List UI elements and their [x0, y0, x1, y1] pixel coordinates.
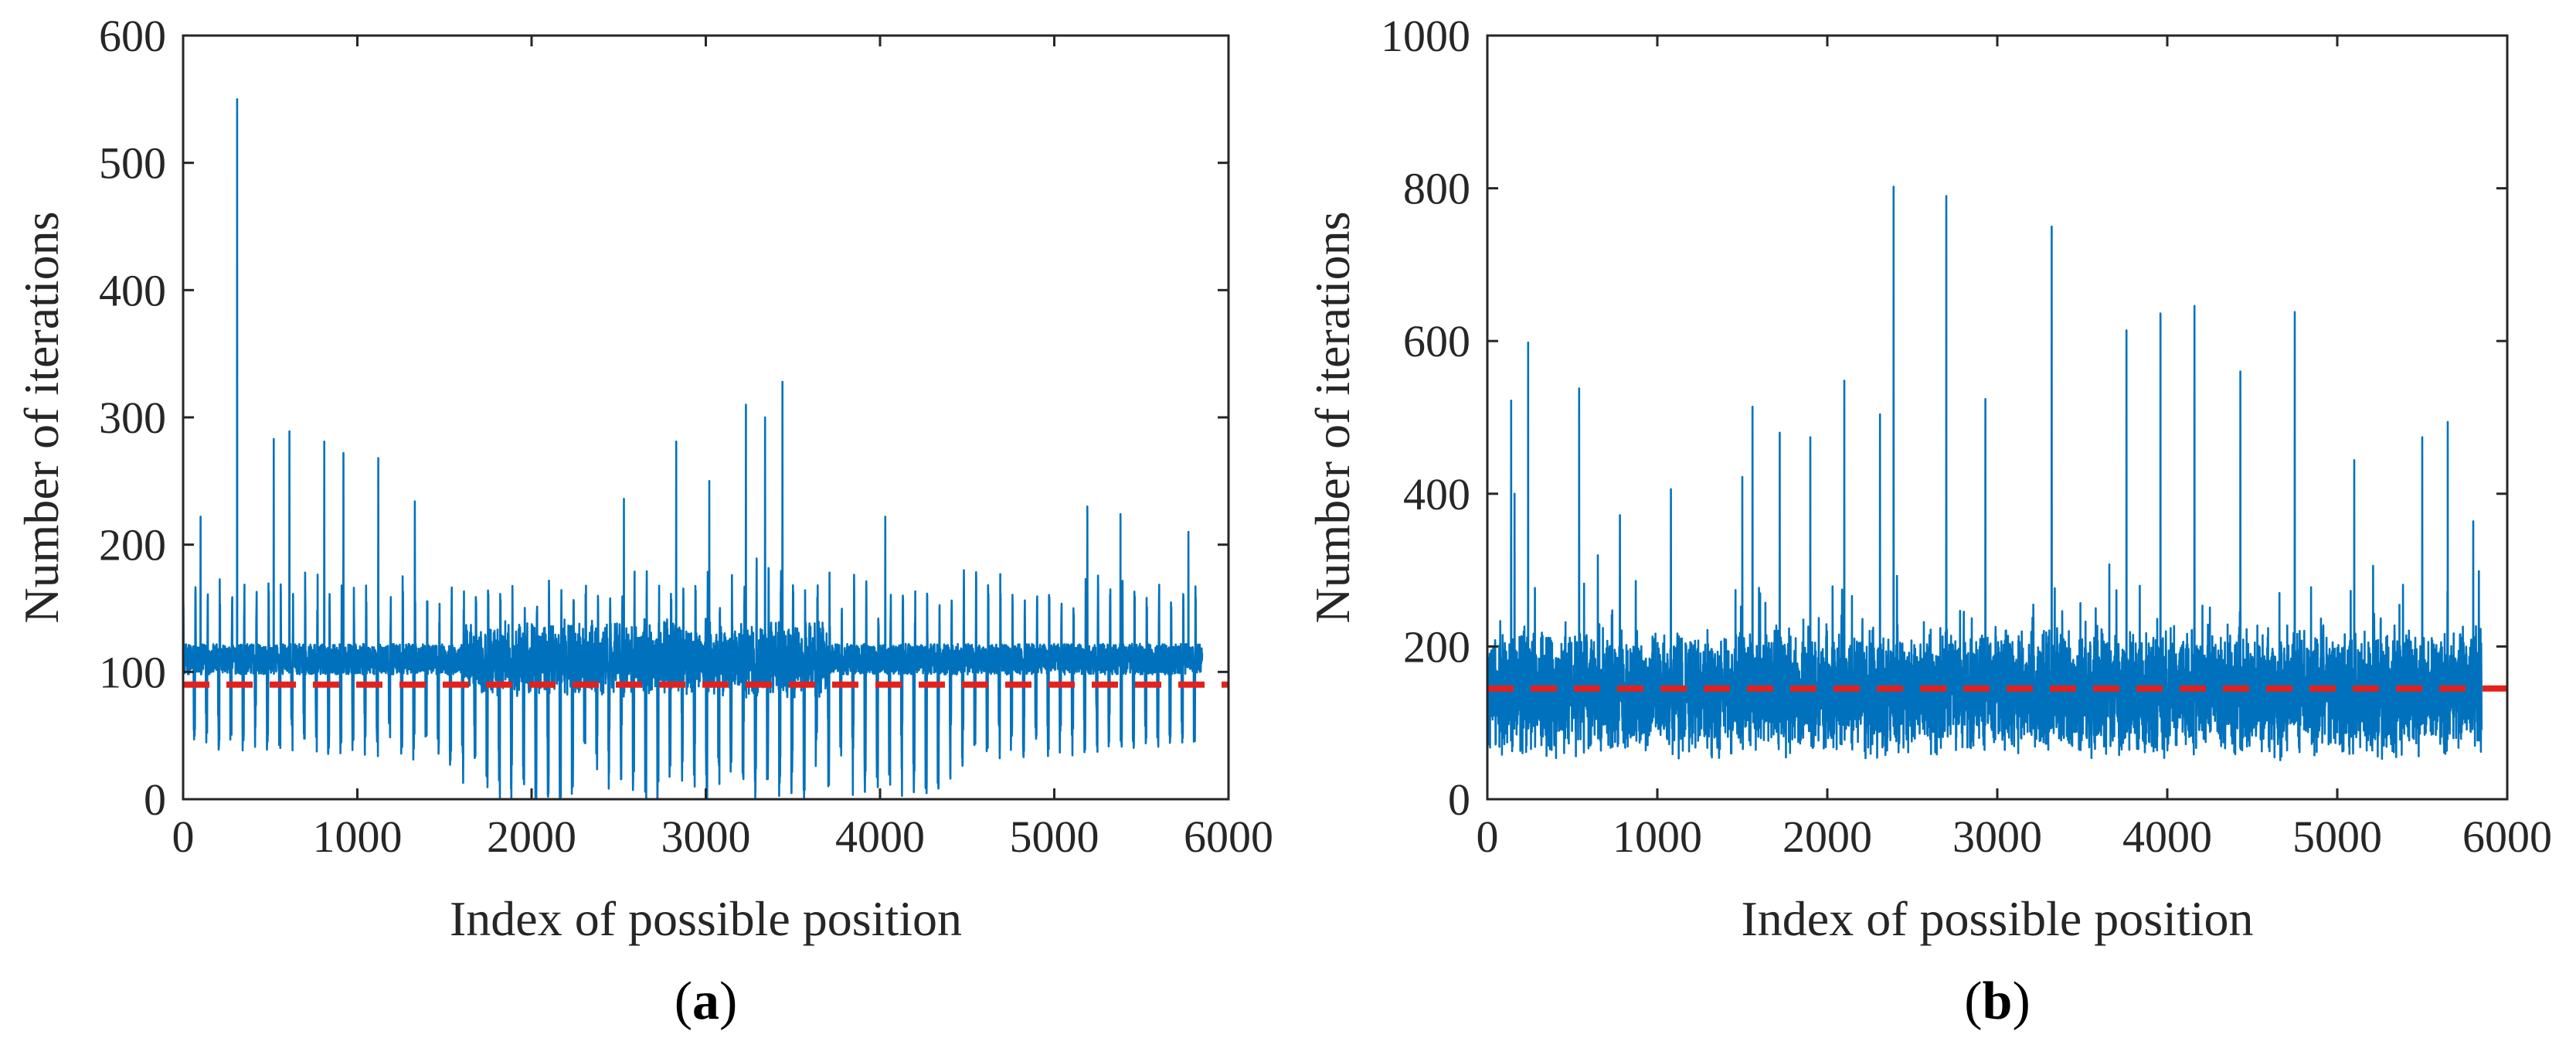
x-tick-label-a-1: 1000 — [313, 812, 403, 862]
y-tick-label-b-1: 200 — [1403, 621, 1470, 672]
y-tick-label-b-2: 400 — [1403, 469, 1470, 519]
y-tick-label-a-2: 200 — [99, 520, 166, 570]
x-tick-label-b-0: 0 — [1477, 812, 1499, 862]
x-tick-label-b-4: 4000 — [2122, 812, 2212, 862]
y-tick-label-b-4: 800 — [1403, 164, 1470, 214]
x-tick-label-b-3: 3000 — [1952, 812, 2042, 862]
y-tick-label-a-4: 400 — [99, 265, 166, 315]
x-tick-label-a-4: 4000 — [835, 812, 925, 862]
x-tick-label-a-3: 3000 — [661, 812, 751, 862]
x-tick-label-a-6: 6000 — [1184, 812, 1273, 862]
y-tick-label-b-0: 0 — [1448, 774, 1470, 825]
x-tick-label-a-2: 2000 — [487, 812, 576, 862]
y-axis-label-b: Number of iterations — [1305, 211, 1360, 623]
x-tick-label-b-6: 6000 — [2462, 812, 2552, 862]
y-tick-label-a-3: 300 — [99, 393, 166, 443]
x-axis-label-b: Index of possible position — [1741, 891, 2253, 946]
y-tick-label-b-3: 600 — [1403, 316, 1470, 366]
x-tick-label-b-1: 1000 — [1613, 812, 1702, 862]
x-tick-label-a-5: 5000 — [1010, 812, 1099, 862]
panel-label-b: (b) — [1964, 972, 2031, 1031]
y-tick-label-b-5: 1000 — [1381, 11, 1470, 61]
y-tick-label-a-0: 0 — [144, 774, 166, 825]
x-tick-label-b-2: 2000 — [1782, 812, 1872, 862]
x-axis-label-a: Index of possible position — [450, 891, 962, 946]
series-line-a — [182, 98, 1204, 801]
y-tick-label-a-1: 100 — [99, 647, 166, 697]
x-tick-label-a-0: 0 — [172, 812, 195, 862]
panel-a: 0 1000 2000 3000 4000 5000 6000 0 100 200 300 400 50… — [14, 11, 1273, 1031]
panel-b: 0 1000 2000 3000 4000 5000 6000 0 200 400 600 800 10… — [1305, 11, 2552, 1031]
y-tick-label-a-5: 500 — [99, 138, 166, 189]
y-tick-label-a-6: 600 — [99, 11, 166, 61]
y-axis-label-a: Number of iterations — [14, 211, 69, 623]
panel-label-a: (a) — [675, 972, 738, 1031]
x-tick-label-b-5: 5000 — [2292, 812, 2382, 862]
series-line-b — [1486, 186, 2483, 761]
